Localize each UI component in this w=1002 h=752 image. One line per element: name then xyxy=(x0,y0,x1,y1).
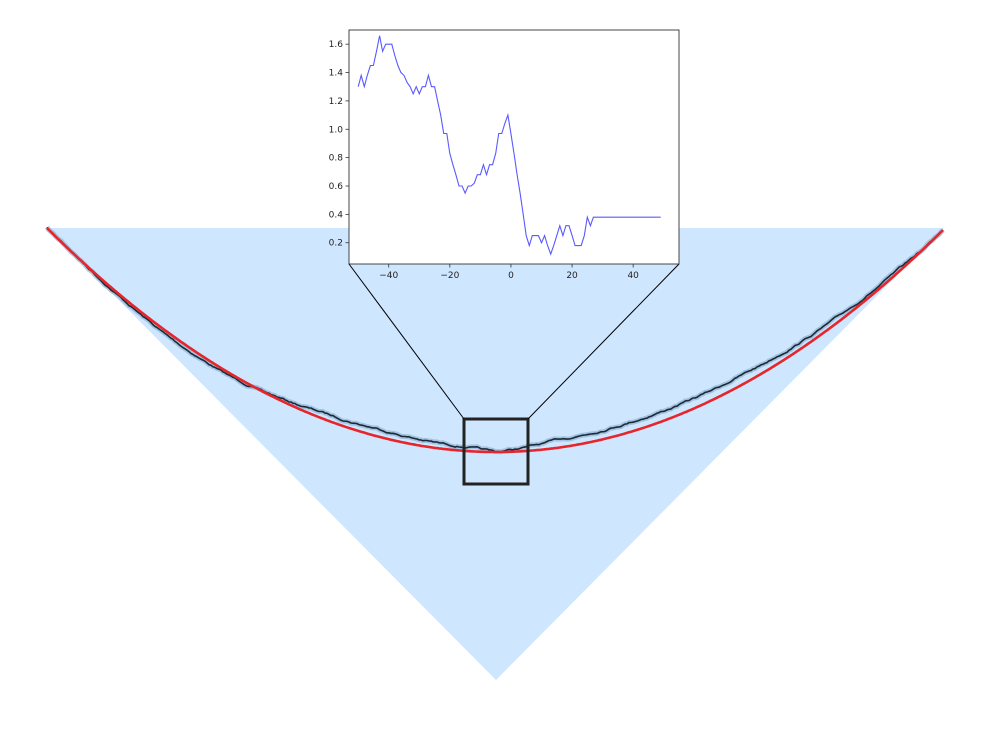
limit-shape-curve xyxy=(46,227,944,454)
inset-background xyxy=(349,30,679,264)
inset-y-tick-label: 0.8 xyxy=(329,154,344,164)
inset-y-tick-label: 1.0 xyxy=(329,125,344,135)
main-plot xyxy=(44,225,945,680)
inset-x-tick-label: 20 xyxy=(566,271,578,281)
inset-y-axis: 0.2 0.4 0.6 0.8 1.0 1.2 1.4 1.6 xyxy=(329,40,349,249)
inset-x-tick-label: 40 xyxy=(627,271,639,281)
inset-x-axis: −40 −20 0 20 40 xyxy=(379,264,639,281)
zoom-connector-left xyxy=(348,263,465,420)
zoom-connector-right xyxy=(527,263,680,420)
inset-x-tick-label: 0 xyxy=(508,271,514,281)
inset-y-tick-label: 0.6 xyxy=(329,182,344,192)
inset-y-tick-label: 0.2 xyxy=(329,239,343,249)
inset-plot: 0.2 0.4 0.6 0.8 1.0 1.2 1.4 1.6 −40 −20 0 20 40 xyxy=(329,29,680,281)
inset-y-tick-label: 1.6 xyxy=(329,40,344,50)
inset-frame xyxy=(348,29,680,265)
inset-x-tick-label: −40 xyxy=(379,271,398,281)
inset-y-tick-label: 0.4 xyxy=(329,210,344,220)
inset-series-line xyxy=(357,35,661,256)
zoom-rectangle xyxy=(462,417,530,486)
inset-x-tick-label: −20 xyxy=(440,271,459,281)
inset-y-tick-label: 1.4 xyxy=(329,69,344,79)
inset-y-tick-label: 1.2 xyxy=(329,97,343,107)
